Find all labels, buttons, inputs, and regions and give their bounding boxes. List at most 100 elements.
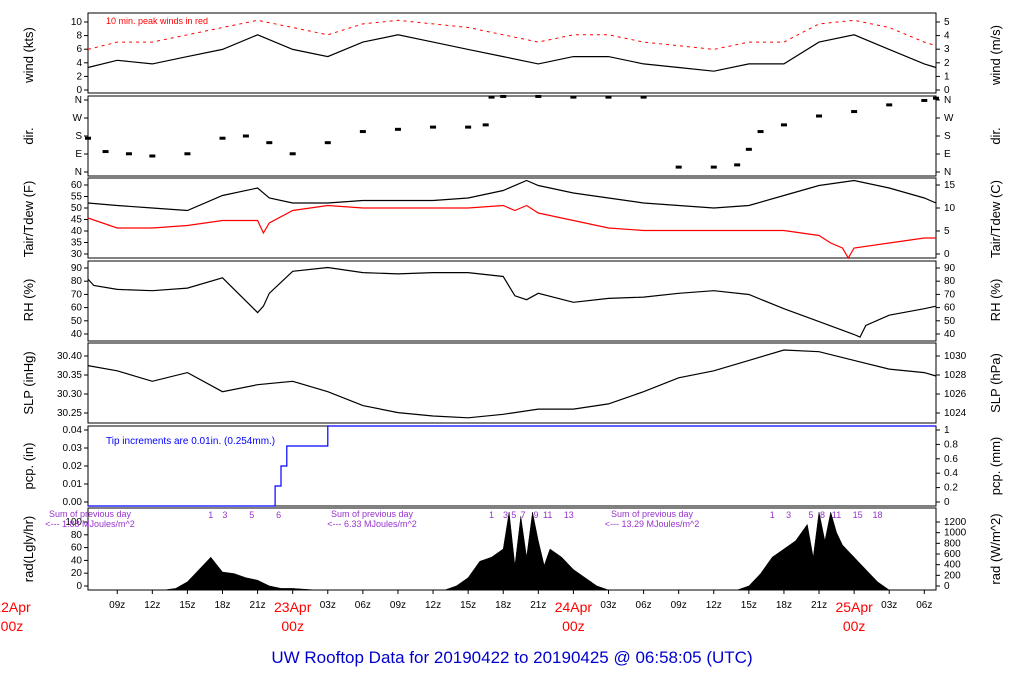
rad-hour-mark: 3 [786,510,791,520]
dir-point [266,141,273,145]
ytick-label-right-rh: 90 [944,263,956,274]
ytick-label-right-temp: 5 [944,226,950,237]
ylabel-right-temp: Tair/Tdew (C) [988,180,1003,258]
rad-sum-value: <--- 1.88 MJoules/m^2 [45,519,135,529]
dir-point [149,154,156,158]
ytick-label-left-slp: 30.35 [57,370,82,381]
x-tick-label: 06z [636,600,652,611]
dir-point [102,150,109,154]
rad-hour-mark: 6 [276,510,281,520]
ytick-label-left-temp: 35 [71,238,83,249]
rad-sum-value: <--- 13.29 MJoules/m^2 [605,519,700,529]
rad-hour-mark: 13 [564,510,574,520]
x-tick-label: 03z [320,600,336,611]
ytick-label-right-pcp: 0.6 [944,454,958,465]
dir-point [675,165,682,169]
x-tick-label: 18z [214,600,230,611]
ytick-label-right-rad: 0 [944,581,950,592]
x-tick-label: 15z [460,600,476,611]
ytick-label-right-rh: 50 [944,316,956,327]
dir-point [886,103,893,107]
ytick-label-right-wind: 2 [944,58,950,69]
dir-point [921,98,928,102]
ytick-label-left-temp: 30 [71,249,83,260]
dir-point [219,136,226,140]
dir-point [324,141,331,145]
ytick-label-right-rad: 1000 [944,528,967,539]
ytick-label-left-wind: 2 [76,71,82,82]
x-day-time: 00z [562,618,585,634]
ytick-label-left-temp: 45 [71,215,83,226]
ytick-label-left-rad: 100 [65,517,82,528]
ytick-label-left-dir: S [75,131,82,142]
x-tick-label: 06z [916,600,932,611]
ytick-label-right-rad: 200 [944,570,961,581]
panel-frame-dir [87,95,937,177]
ytick-label-left-pcp: 0.04 [63,425,83,436]
rad-hour-mark: 5 [808,510,813,520]
x-tick-label: 21z [530,600,546,611]
ytick-label-right-pcp: 1 [944,425,950,436]
ytick-label-left-rh: 80 [71,276,83,287]
ytick-label-right-dir: N [944,167,951,178]
x-tick-label: 03z [881,600,897,611]
dir-point [710,165,717,169]
ytick-label-left-rad: 40 [71,555,83,566]
ytick-label-left-slp: 30.25 [57,408,82,419]
ytick-label-left-temp: 40 [71,226,83,237]
ytick-label-right-slp: 1026 [944,389,967,400]
ylabel-right-rad: rad (W/m^2) [988,513,1003,584]
ytick-label-right-wind: 5 [944,17,950,28]
rad-hour-mark: 8 [820,510,825,520]
rad-sum-label: Sum of previous day [49,509,132,519]
ytick-label-left-wind: 10 [71,17,83,28]
x-tick-label: 21z [811,600,827,611]
dir-point [933,96,939,100]
dir-point [734,163,741,167]
ytick-label-left-dir: N [75,167,82,178]
ylabel-right-slp: SLP (hPa) [988,353,1003,413]
ytick-label-left-wind: 6 [76,44,82,55]
rad-sum-label: Sum of previous day [331,509,414,519]
series-temp-tair [87,179,937,212]
ytick-label-left-wind: 8 [76,31,82,42]
dir-point [184,152,191,156]
x-tick-label: 15z [741,600,757,611]
dir-point [125,152,132,156]
ylabel-right-dir: dir. [988,127,1003,144]
rad-hour-mark: 3 [222,510,227,520]
ytick-label-right-rh: 60 [944,303,956,314]
rad-hour-mark: 11 [832,510,841,520]
x-day-time: 00z [1,618,24,634]
dir-point [289,152,296,156]
x-day-time: 00z [281,618,304,634]
ylabel-left-temp: Tair/Tdew (F) [21,181,36,258]
series-temp-tdew [87,204,936,260]
ylabel-right-pcp: pcp. (mm) [988,437,1003,496]
x-tick-label: 12z [706,600,722,611]
series-rh-rh [87,266,937,338]
ytick-label-right-dir: N [944,95,951,106]
panel-frame-wind [87,12,937,94]
ytick-label-left-dir: N [75,95,82,106]
ylabel-left-pcp: pcp. (in) [21,443,36,490]
series-pcp-cumulative-precip [88,425,936,507]
x-day-time: 00z [843,618,866,634]
dir-point [394,127,401,131]
dir-point [85,136,91,140]
ytick-label-left-slp: 30.30 [57,389,82,400]
ytick-label-left-rh: 40 [71,329,83,340]
ytick-label-right-dir: E [944,149,951,160]
dir-point [851,110,858,114]
panel-frame-temp [87,177,937,259]
ytick-label-left-temp: 55 [71,192,83,203]
panel-frame-rh [87,260,937,342]
x-day-label: 23Apr [274,599,312,615]
rad-hour-mark: 18 [873,510,883,520]
x-tick-label: 18z [776,600,792,611]
x-tick-label: 15z [179,600,195,611]
ytick-label-left-temp: 60 [71,180,83,191]
ytick-label-left-wind: 0 [76,85,82,96]
ytick-label-left-temp: 50 [71,203,83,214]
ytick-label-left-slp: 30.40 [57,351,82,362]
